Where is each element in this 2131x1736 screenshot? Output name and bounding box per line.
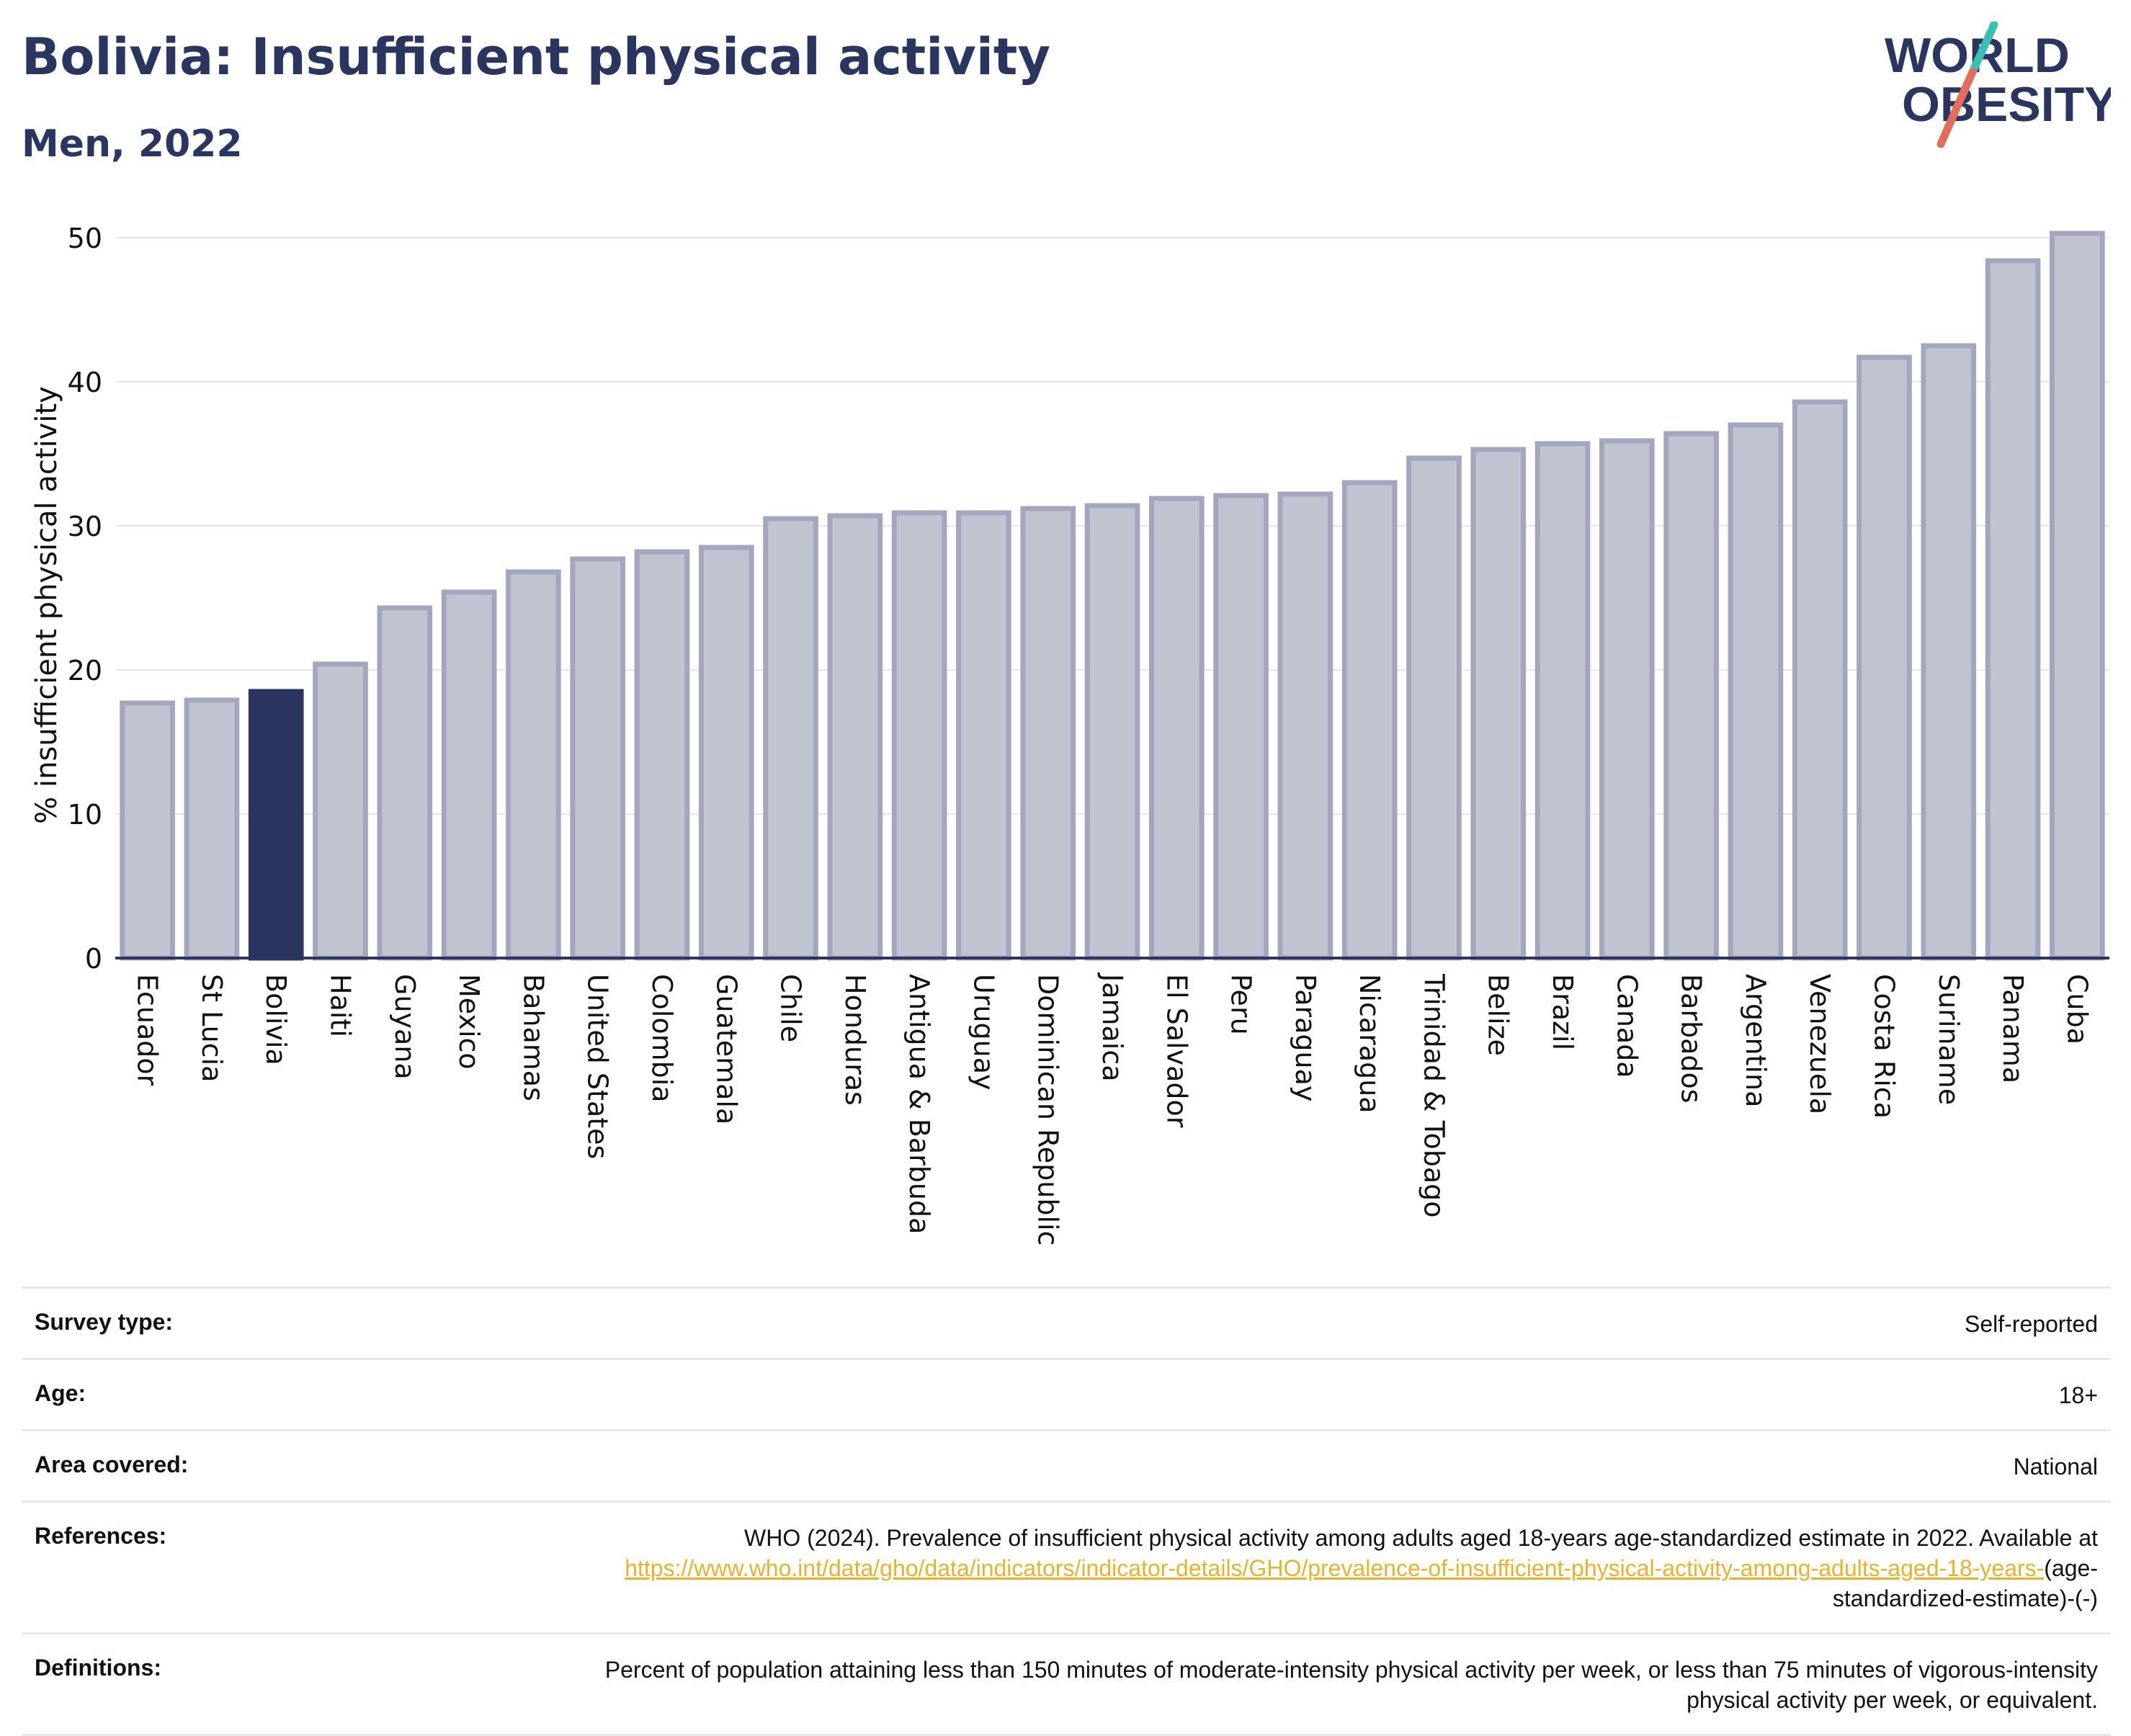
bar-belize[interactable]: [1470, 447, 1527, 961]
x-tick-label: Dominican Republic: [1032, 974, 1064, 1245]
y-tick-label: 10: [68, 799, 102, 831]
y-tick-label: 40: [68, 367, 102, 398]
x-tick-label: Belize: [1483, 974, 1514, 1056]
bar-ecuador[interactable]: [120, 700, 175, 961]
y-tick-label: 50: [68, 223, 102, 254]
area-label: Area covered:: [35, 1451, 189, 1477]
x-tick-label: United States: [582, 974, 614, 1159]
y-tick-label: 30: [68, 511, 102, 542]
references-value: WHO (2024). Prevalence of insufficient p…: [585, 1523, 2098, 1614]
x-tick-label: Suriname: [1933, 974, 1965, 1105]
info-table: Survey type: Self-reported Age: 18+ Area…: [22, 1287, 2111, 1736]
x-tick-label: Chile: [775, 974, 807, 1042]
survey-type-row: Survey type: Self-reported: [22, 1287, 2111, 1358]
bar-st-lucia[interactable]: [184, 697, 240, 961]
bar-haiti[interactable]: [313, 661, 368, 961]
x-tick-label: Canada: [1611, 974, 1643, 1078]
bar-bahamas[interactable]: [506, 569, 561, 961]
logo-slash-teal: [1968, 22, 1998, 76]
bar-nicaragua[interactable]: [1341, 480, 1398, 961]
bar-guatemala[interactable]: [698, 545, 754, 961]
x-tick-label: Trinidad & Tobago: [1418, 973, 1449, 1218]
x-tick-label: Uruguay: [968, 974, 999, 1091]
references-link[interactable]: https://www.who.int/data/gho/data/indica…: [625, 1555, 2045, 1581]
bar-jamaica[interactable]: [1084, 503, 1140, 961]
definitions-value: Percent of population attaining less tha…: [604, 1657, 2098, 1713]
references-row: References: WHO (2024). Prevalence of in…: [22, 1500, 2111, 1632]
x-tick-label: Haiti: [325, 974, 357, 1037]
age-value: 18+: [2058, 1382, 2098, 1408]
age-label: Age:: [35, 1380, 86, 1406]
x-tick-label: El Salvador: [1161, 974, 1192, 1128]
x-tick-label: Honduras: [839, 974, 871, 1106]
age-row: Age: 18+: [22, 1358, 2111, 1429]
bar-suriname[interactable]: [1921, 343, 1977, 961]
area-row: Area covered: National: [22, 1429, 2111, 1500]
bar-paraguay[interactable]: [1277, 491, 1333, 961]
axis-layer: 0 10 20 30 40 50 Ecuador St Lucia Bolivia Haiti Gu…: [68, 223, 2109, 1245]
x-tick-label: St Lucia: [196, 974, 228, 1082]
x-tick-label: Nicaragua: [1354, 974, 1385, 1114]
x-tick-label: Brazil: [1547, 974, 1578, 1050]
bar-costa-rica[interactable]: [1857, 354, 1912, 961]
y-tick-label: 20: [68, 655, 102, 686]
survey-type-value: Self-reported: [1965, 1311, 2098, 1337]
x-tick-label: Argentina: [1740, 974, 1772, 1107]
area-value: National: [2013, 1454, 2098, 1480]
bar-peru[interactable]: [1213, 493, 1269, 961]
y-tick-label: 0: [85, 943, 102, 975]
x-tick-label: Paraguay: [1290, 974, 1321, 1101]
x-tick-label: Cuba: [2061, 974, 2093, 1044]
x-tick-label: Ecuador: [132, 974, 164, 1086]
x-tick-label: Mexico: [453, 974, 485, 1070]
survey-type-label: Survey type:: [35, 1309, 174, 1335]
x-tick-label: Bolivia: [260, 974, 292, 1065]
bar-uruguay[interactable]: [956, 510, 1011, 961]
x-tick-label: Barbados: [1676, 974, 1707, 1104]
x-tick-label: Costa Rica: [1868, 974, 1900, 1119]
bar-panama[interactable]: [1985, 258, 2041, 961]
bar-cuba[interactable]: [2050, 231, 2105, 961]
logo-word-obesity: OBESITY: [1902, 77, 2111, 132]
bar-dominican-republic[interactable]: [1020, 506, 1076, 961]
y-axis-label: % insufficient physical activity: [30, 386, 63, 824]
x-tick-label: Guatemala: [710, 974, 742, 1124]
logo-slash-coral: [1936, 68, 1977, 148]
bar-colombia[interactable]: [634, 549, 690, 961]
bar-guyana[interactable]: [377, 605, 433, 961]
x-tick-label: Peru: [1225, 974, 1257, 1035]
definitions-row: Definitions: Percent of population attai…: [22, 1632, 2111, 1736]
bar-argentina[interactable]: [1728, 422, 1784, 961]
x-tick-label: Jamaica: [1096, 972, 1128, 1082]
chart-subtitle: Men, 2022: [22, 122, 243, 166]
bar-canada[interactable]: [1599, 438, 1655, 961]
bar-bolivia[interactable]: [248, 689, 304, 961]
x-tick-label: Panama: [1997, 974, 2029, 1083]
chart-title: Bolivia: Insufficient physical activity: [22, 27, 1050, 86]
bar-venezuela[interactable]: [1792, 399, 1848, 961]
bar-mexico[interactable]: [441, 589, 497, 961]
bar-el-salvador[interactable]: [1148, 496, 1205, 961]
bar-brazil[interactable]: [1534, 441, 1591, 961]
references-suffix: (age-standardized-estimate)-(-): [1832, 1555, 2098, 1611]
bar-chart: 0 10 20 30 40 50 Ecuador St Lucia Bolivia Haiti Gu…: [30, 223, 2109, 1245]
x-tick-label: Venezuela: [1804, 974, 1836, 1114]
x-tick-label: Bahamas: [517, 974, 549, 1101]
bar-barbados[interactable]: [1663, 431, 1719, 961]
definitions-label: Definitions:: [35, 1655, 161, 1681]
bar-chile[interactable]: [763, 516, 818, 961]
bar-antigua-barbuda[interactable]: [891, 510, 947, 961]
bar-honduras[interactable]: [827, 513, 883, 961]
world-obesity-logo: WORLD OBESITY: [1885, 22, 2111, 148]
bar-trinidad-tobago[interactable]: [1406, 455, 1462, 961]
x-tick-label: Colombia: [646, 974, 678, 1103]
x-tick-label: Antigua & Barbuda: [903, 974, 935, 1234]
x-tick-label: Guyana: [389, 974, 421, 1080]
references-label: References:: [35, 1523, 167, 1549]
references-text: WHO (2024). Prevalence of insufficient p…: [744, 1525, 2098, 1551]
bars-layer: [120, 231, 2105, 961]
bar-united-states[interactable]: [570, 556, 626, 961]
